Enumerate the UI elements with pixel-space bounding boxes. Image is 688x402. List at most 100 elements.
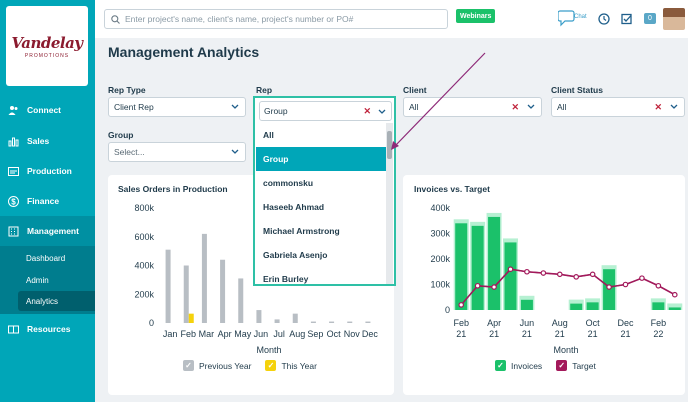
target-point[interactable] [671, 291, 678, 298]
target-point[interactable] [556, 271, 563, 278]
rep-option[interactable]: Group [256, 147, 386, 171]
scrollbar[interactable] [386, 123, 393, 284]
clear-icon[interactable]: ✕ [363, 106, 371, 116]
sidebar-item-production[interactable]: Production [0, 156, 95, 186]
submenu-item-analytics[interactable]: Analytics [18, 291, 95, 311]
rep-type-label: Rep Type [108, 85, 146, 95]
sidebar-item-label: Sales [27, 136, 50, 146]
rep-option[interactable]: All [263, 130, 274, 140]
user-avatar[interactable] [663, 8, 685, 30]
y-tick-label: 0 [149, 318, 154, 328]
bar-previous-year[interactable] [310, 321, 316, 323]
invoices-legend: ✓ Invoices ✓ Target [495, 360, 596, 371]
webinars-button[interactable]: Webinars [456, 9, 496, 23]
bar-invoices[interactable] [586, 302, 599, 310]
bar-invoices[interactable] [504, 242, 517, 310]
company-logo[interactable]: Vandelay PROMOTIONS [6, 6, 88, 86]
target-point[interactable] [458, 302, 465, 308]
x-tick-label: Dec [362, 329, 379, 339]
target-point[interactable] [655, 282, 662, 289]
legend-invoices-checkbox[interactable]: ✓ [495, 360, 506, 371]
sidebar-item-sales[interactable]: Sales [0, 126, 95, 156]
rep-option[interactable]: Michael Armstrong [263, 226, 340, 236]
client-status-select[interactable]: All ✕ [551, 97, 685, 117]
sidebar-item-finance[interactable]: $ Finance [0, 186, 95, 216]
sidebar-item-connect[interactable]: Connect [0, 95, 95, 125]
chat-label: Chat [574, 14, 587, 20]
bar-previous-year[interactable] [256, 310, 262, 323]
bar-previous-year[interactable] [201, 233, 207, 323]
rep-options-list[interactable]: Erin Burley Gabriela Asenjo Michael Armstr… [256, 123, 393, 284]
search-icon [111, 14, 120, 24]
rep-option[interactable]: Erin Burley [263, 274, 309, 284]
bar-previous-year[interactable] [183, 265, 189, 324]
bar-invoices-halo [667, 303, 683, 310]
rep-option[interactable]: Haseeb Ahmad [263, 202, 325, 212]
legend-previous-year-checkbox[interactable]: ✓ [183, 360, 194, 371]
target-point[interactable] [540, 270, 547, 276]
target-point[interactable] [507, 266, 514, 273]
management-submenu: Dashboard Admin Analytics [0, 246, 95, 314]
bar-this-year[interactable] [188, 313, 194, 323]
x-tick-label: Jan [163, 329, 178, 339]
x-tick-year: 21 [588, 329, 598, 339]
sidebar-item-management[interactable]: Management [0, 216, 95, 246]
search-input[interactable]: Enter project's name, client's name, pro… [104, 9, 448, 29]
sidebar-item-resources[interactable]: Resources [0, 314, 95, 344]
target-point[interactable] [491, 284, 497, 290]
client-select[interactable]: All ✕ [403, 97, 542, 117]
notification-badge[interactable]: 0 [644, 13, 656, 24]
target-point[interactable] [589, 271, 596, 278]
bar-previous-year[interactable] [274, 319, 280, 323]
client-status-value: All [557, 102, 567, 112]
sales-orders-chart: 0 200k 400k 600k 800k Jan Feb Mar Apr May Jun Jul Au… [134, 203, 379, 355]
scrollbar-thumb[interactable] [387, 131, 392, 159]
bar-invoices[interactable] [471, 225, 484, 310]
target-point[interactable] [474, 282, 481, 289]
chevron-down-icon [231, 149, 239, 154]
x-tick-month: Aug [552, 318, 568, 328]
x-tick-year: 21 [489, 329, 499, 339]
clear-icon[interactable]: ✕ [511, 102, 519, 112]
bar-invoices[interactable] [455, 223, 468, 310]
target-point[interactable] [622, 281, 629, 288]
y-tick-label: 200k [134, 289, 154, 299]
legend-target-checkbox[interactable]: ✓ [556, 360, 568, 371]
submenu-item-dashboard[interactable]: Dashboard [26, 253, 66, 263]
clock-button[interactable] [598, 12, 610, 30]
bar-previous-year[interactable] [220, 259, 226, 323]
rep-option[interactable]: commonsku [263, 178, 314, 188]
bar-previous-year[interactable] [165, 249, 171, 323]
target-point[interactable] [606, 284, 612, 290]
bar-previous-year[interactable] [365, 321, 371, 323]
x-tick-month: Dec [617, 318, 634, 328]
bar-invoices[interactable] [652, 302, 665, 310]
rep-type-select[interactable]: Client Rep [108, 97, 246, 117]
clear-icon[interactable]: ✕ [654, 102, 662, 112]
bar-previous-year[interactable] [329, 321, 335, 323]
bar-previous-year[interactable] [238, 278, 244, 323]
submenu-item-admin[interactable]: Admin [26, 275, 49, 285]
production-icon [8, 166, 19, 177]
target-point[interactable] [524, 268, 530, 275]
bar-previous-year[interactable] [292, 313, 298, 323]
legend-label: This Year [281, 360, 317, 371]
bar-invoices[interactable] [668, 307, 681, 310]
sidebar: Vandelay PROMOTIONS Connect Sales Produc… [0, 0, 95, 402]
bar-invoices[interactable] [570, 303, 583, 310]
legend-this-year-checkbox[interactable]: ✓ [265, 360, 277, 371]
chat-button[interactable]: Chat [557, 9, 590, 32]
target-point[interactable] [639, 275, 645, 281]
rep-select[interactable]: Group ✕ [259, 101, 392, 121]
legend-label: Previous Year [199, 360, 252, 371]
sidebar-item-label: Connect [27, 105, 61, 115]
rep-option[interactable]: Gabriela Asenjo [263, 250, 328, 260]
bar-invoices[interactable] [520, 299, 533, 310]
bar-invoices[interactable] [488, 216, 501, 310]
target-point[interactable] [573, 274, 580, 280]
bar-previous-year[interactable] [347, 321, 353, 323]
group-select[interactable]: Select... [108, 142, 246, 162]
search-placeholder: Enter project's name, client's name, pro… [125, 14, 354, 24]
clock-icon [598, 13, 610, 25]
tasks-button[interactable] [621, 12, 633, 30]
